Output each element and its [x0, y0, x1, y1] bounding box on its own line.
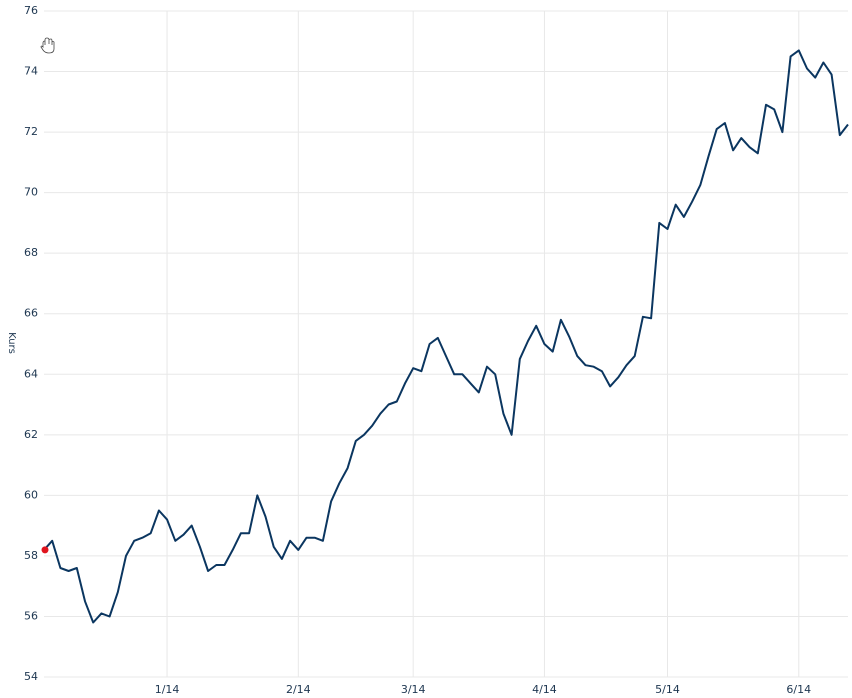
- x-tick-label: 6/14: [786, 683, 811, 696]
- y-tick-label: 58: [24, 549, 38, 562]
- y-axis-title: Kurs: [6, 332, 17, 354]
- hand-icon: [40, 37, 55, 54]
- price-line: [43, 49, 849, 624]
- y-tick-label: 64: [24, 367, 38, 380]
- x-tick-label: 1/14: [155, 683, 180, 696]
- y-tick-label: 70: [24, 186, 38, 199]
- y-tick-label: 74: [24, 65, 38, 78]
- grid: [44, 10, 848, 678]
- y-tick-label: 62: [24, 428, 38, 441]
- x-tick-label: 5/14: [655, 683, 680, 696]
- y-tick-label: 76: [24, 4, 38, 17]
- y-tick-label: 60: [24, 488, 38, 501]
- x-tick-label: 3/14: [401, 683, 426, 696]
- y-tick-label: 72: [24, 125, 38, 138]
- y-tick-label: 68: [24, 246, 38, 259]
- y-tick-label: 56: [24, 609, 38, 622]
- start-marker: [41, 546, 49, 554]
- x-tick-label: 2/14: [286, 683, 311, 696]
- y-tick-label: 66: [24, 307, 38, 320]
- y-tick-label: 54: [24, 670, 38, 683]
- x-tick-label: 4/14: [532, 683, 557, 696]
